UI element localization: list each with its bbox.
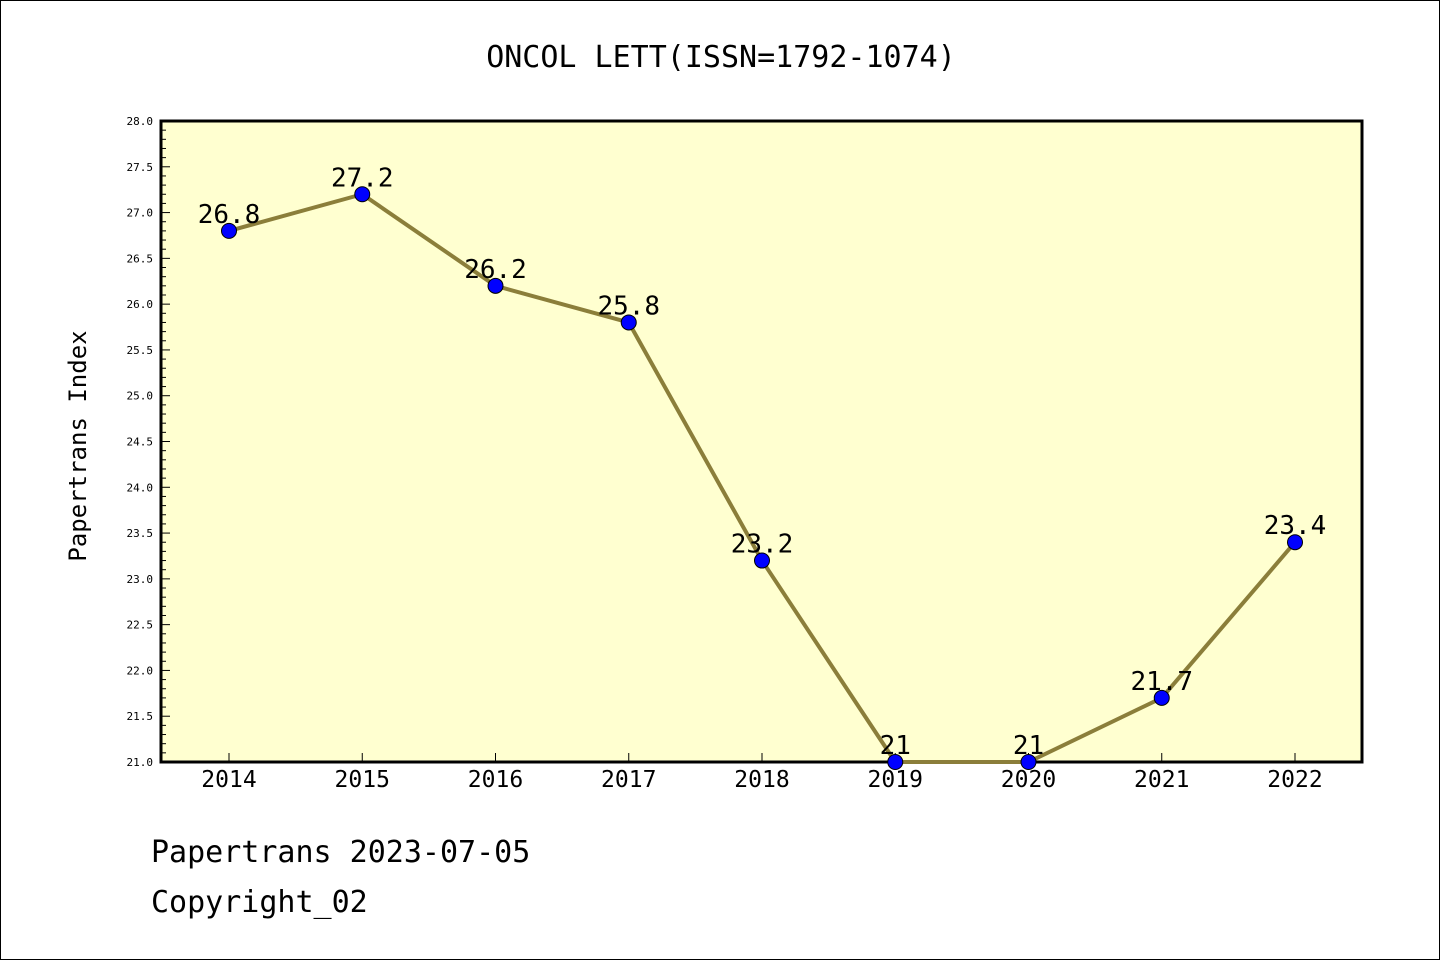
y-tick-label: 24.5 (127, 436, 154, 449)
data-point (1020, 754, 1037, 770)
x-tick-label: 2022 (1267, 767, 1322, 793)
data-label: 23.4 (1264, 511, 1327, 541)
y-tick-label: 22.5 (127, 619, 154, 632)
y-tick-label: 26.5 (127, 252, 154, 265)
x-tick-label: 2019 (868, 767, 923, 793)
data-point (354, 186, 371, 203)
data-label: 21 (1013, 731, 1044, 761)
x-axis-ticks: 2014 2015 2016 2017 2018 2019 2020 2021 2022 (201, 753, 1323, 793)
data-point (754, 552, 770, 569)
chart-title: ONCOL LETT(ISSN=1792-1074) (486, 40, 956, 75)
y-tick-label: 28.0 (127, 115, 154, 128)
y-tick-label: 21.0 (127, 756, 154, 769)
y-tick-label: 27.0 (127, 207, 154, 220)
data-point (1153, 689, 1170, 706)
data-point (620, 314, 637, 331)
data-point (221, 222, 237, 239)
y-tick-label: 27.5 (127, 161, 154, 174)
y-axis-ticks: 21.0 21.5 22.0 22.5 23.0 23.5 24.0 24.5 25.0 25.5… (127, 115, 170, 769)
data-point (887, 754, 904, 770)
y-tick-label: 24.0 (127, 481, 154, 494)
y-tick-label: 23.0 (127, 573, 154, 586)
footer-copyright: Copyright_02 (151, 885, 368, 920)
data-label: 25.8 (597, 291, 660, 321)
marker-group (221, 186, 1303, 770)
data-label: 23.2 (731, 530, 794, 560)
y-tick-label: 23.5 (127, 527, 154, 540)
y-tick-label: 25.5 (127, 344, 154, 357)
data-point (1287, 534, 1303, 551)
y-tick-label: 22.0 (127, 664, 154, 677)
data-label: 21.7 (1130, 667, 1193, 697)
footer-date: Papertrans 2023-07-05 (151, 835, 531, 870)
y-tick-label: 26.0 (127, 298, 154, 311)
data-label: 26.2 (464, 255, 527, 285)
x-tick-label: 2017 (601, 767, 656, 793)
x-tick-label: 2015 (335, 767, 390, 793)
x-tick-label: 2018 (734, 767, 789, 793)
x-tick-label: 2016 (468, 767, 523, 793)
x-tick-label: 2014 (201, 767, 256, 793)
y-axis-label: Papertrans Index (64, 330, 92, 561)
x-tick-label: 2021 (1134, 767, 1189, 793)
data-label: 27.2 (331, 163, 394, 193)
plot-area (159, 119, 1364, 764)
data-label-group: 26.8 27.2 26.2 25.8 23.2 21 21 21.7 23.4 (198, 163, 1327, 761)
data-label: 26.8 (198, 200, 261, 230)
y-tick-label: 21.5 (127, 710, 154, 723)
data-point (487, 277, 504, 294)
data-label: 21 (880, 731, 911, 761)
x-tick-label: 2020 (1001, 767, 1056, 793)
y-tick-label: 25.0 (127, 390, 154, 403)
